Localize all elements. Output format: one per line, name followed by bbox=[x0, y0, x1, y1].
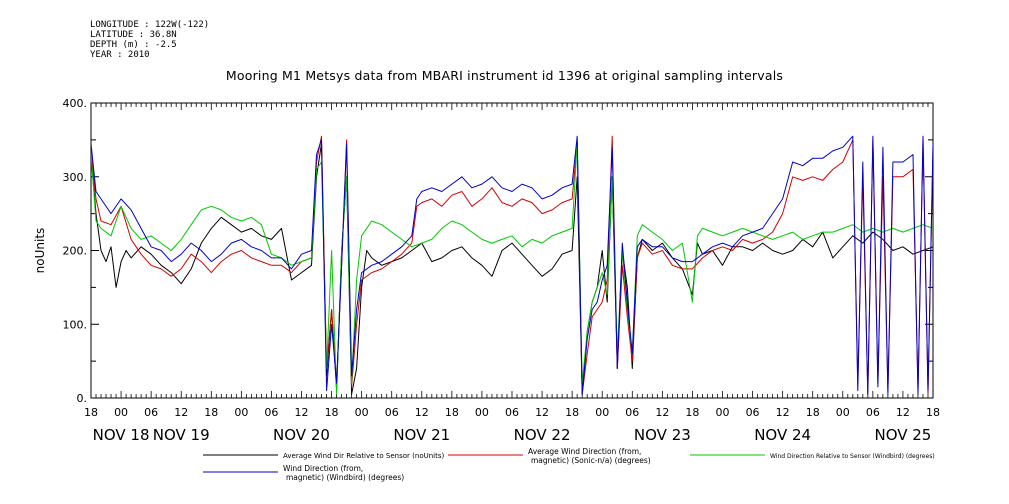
x-hour-label: 00 bbox=[595, 406, 609, 419]
x-hour-label: 18 bbox=[926, 406, 940, 419]
x-day-label: NOV 23 bbox=[634, 426, 691, 444]
x-hour-label: 12 bbox=[415, 406, 429, 419]
legend-label: Average Wind Dir Relative to Sensor (noU… bbox=[283, 452, 444, 460]
x-hour-label: 00 bbox=[475, 406, 489, 419]
x-hour-label: 06 bbox=[505, 406, 519, 419]
year-label: YEAR : 2010 bbox=[90, 50, 150, 60]
x-hour-label: 00 bbox=[355, 406, 369, 419]
series-line-1 bbox=[91, 143, 933, 395]
chart-title: Mooring M1 Metsys data from MBARI instru… bbox=[225, 68, 784, 83]
legend-entry-4: Wind Direction (from, magnetic) (Windbird… bbox=[203, 464, 404, 482]
longitude-label: LONGITUDE : 122W(-122) bbox=[90, 20, 210, 30]
x-hour-label: 06 bbox=[144, 406, 158, 419]
x-hour-label: 18 bbox=[685, 406, 699, 419]
x-day-label: NOV 21 bbox=[393, 426, 450, 444]
depth-label: DEPTH (m) : -2.5 bbox=[90, 40, 177, 50]
x-hour-label: 12 bbox=[535, 406, 549, 419]
x-day-label: NOV 24 bbox=[754, 426, 811, 444]
x-hour-label: 12 bbox=[295, 406, 309, 419]
x-hour-label: 06 bbox=[385, 406, 399, 419]
y-tick-label: 200. bbox=[63, 245, 88, 258]
x-hour-label: 00 bbox=[716, 406, 730, 419]
x-hour-label: 18 bbox=[204, 406, 218, 419]
legend-entry-2: Average Wind Direction (from, magnetic) (… bbox=[448, 447, 651, 465]
legend-entry-1: Average Wind Dir Relative to Sensor (noU… bbox=[203, 452, 444, 460]
series-line-3 bbox=[91, 143, 933, 395]
x-hour-label: 12 bbox=[896, 406, 910, 419]
metadata-block: LONGITUDE : 122W(-122) LATITUDE : 36.8N … bbox=[90, 20, 209, 60]
x-hour-label: 00 bbox=[836, 406, 850, 419]
y-axis-label: noUnits bbox=[33, 228, 47, 274]
x-hour-label: 18 bbox=[84, 406, 98, 419]
x-day-label: NOV 19 bbox=[153, 426, 210, 444]
x-hour-label: 00 bbox=[234, 406, 248, 419]
series-line-4 bbox=[91, 135, 933, 395]
plot-frame bbox=[90, 102, 934, 399]
x-day-label: NOV 22 bbox=[514, 426, 571, 444]
x-hour-label: 06 bbox=[264, 406, 278, 419]
legend-entry-3: Wind Direction Relative to Sensor (Windb… bbox=[690, 453, 935, 460]
legend-label: Wind Direction (from, magnetic) (Windbird… bbox=[283, 464, 404, 482]
x-day-label: NOV 20 bbox=[273, 426, 330, 444]
series-line-2 bbox=[91, 135, 933, 395]
x-hour-label: 06 bbox=[625, 406, 639, 419]
x-hour-label: 12 bbox=[776, 406, 790, 419]
x-hour-label: 12 bbox=[655, 406, 669, 419]
x-hour-label: 18 bbox=[325, 406, 339, 419]
x-hour-label: 18 bbox=[445, 406, 459, 419]
legend-label: Wind Direction Relative to Sensor (Windb… bbox=[770, 453, 935, 460]
x-hour-label: 06 bbox=[866, 406, 880, 419]
x-hour-label: 00 bbox=[114, 406, 128, 419]
x-hour-label: 12 bbox=[174, 406, 188, 419]
y-tick-label: 0. bbox=[77, 392, 88, 405]
x-hour-label: 18 bbox=[565, 406, 579, 419]
x-hour-label: 18 bbox=[806, 406, 820, 419]
x-day-label: NOV 25 bbox=[874, 426, 931, 444]
y-tick-label: 300. bbox=[63, 171, 88, 184]
latitude-label: LATITUDE : 36.8N bbox=[90, 30, 177, 40]
x-day-label: NOV 18 bbox=[93, 426, 150, 444]
legend-label: Average Wind Direction (from, magnetic) (… bbox=[528, 447, 651, 465]
y-tick-label: 100. bbox=[63, 318, 88, 331]
y-tick-label: 400. bbox=[63, 97, 88, 110]
x-hour-label: 06 bbox=[746, 406, 760, 419]
